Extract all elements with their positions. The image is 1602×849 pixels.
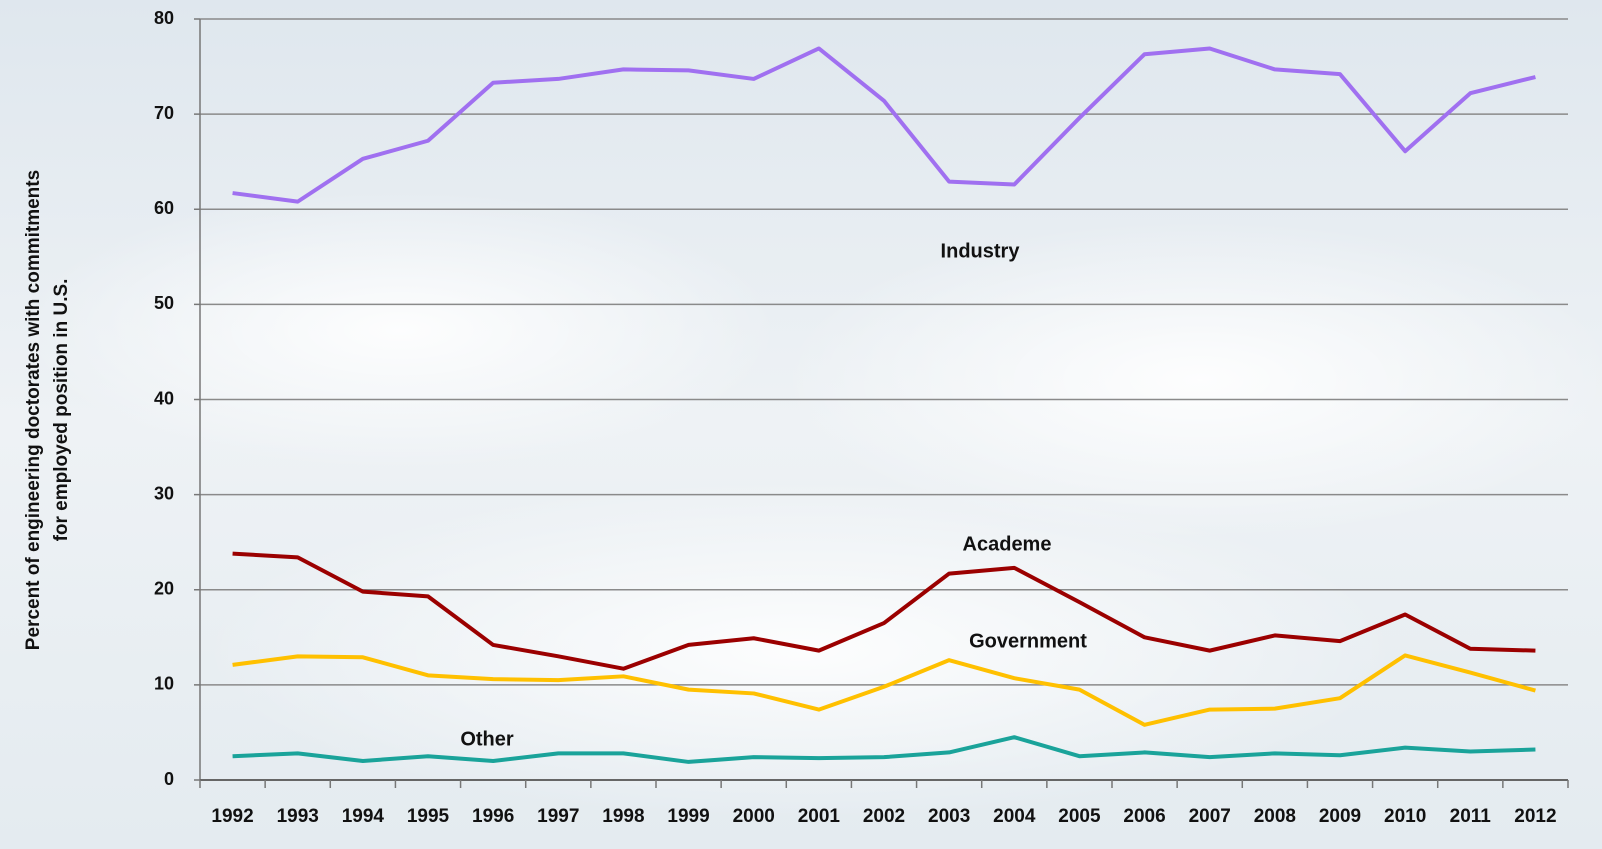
- series-label: Other: [460, 728, 514, 750]
- x-tick-label: 2007: [1189, 806, 1231, 827]
- x-tick-label: 2001: [798, 806, 841, 827]
- y-axis-label-line: Percent of engineering doctorates with c…: [23, 170, 44, 650]
- x-tick-label: 2011: [1450, 806, 1492, 827]
- series-line: [232, 653, 1536, 727]
- y-tick-label: 30: [154, 483, 174, 503]
- cloud: [20, 190, 780, 470]
- cloud: [780, 220, 1602, 540]
- x-tick-label: 2009: [1319, 806, 1361, 827]
- series-line: [232, 735, 1536, 764]
- y-tick-label: 80: [154, 8, 174, 28]
- x-tick-label: 1993: [277, 806, 319, 827]
- x-tick-label: 2000: [733, 806, 775, 827]
- series-label: Industry: [941, 240, 1021, 262]
- series-line: [232, 46, 1536, 204]
- x-tick-label: 1999: [667, 806, 709, 827]
- x-tick-label: 2002: [863, 806, 905, 827]
- y-tick-label: 10: [154, 674, 174, 694]
- x-tick-label: 2006: [1123, 806, 1165, 827]
- x-tick-label: 1992: [211, 806, 253, 827]
- x-tick-label: 1994: [342, 806, 385, 827]
- y-tick-label: 60: [154, 198, 174, 218]
- x-tick-label: 2005: [1058, 806, 1101, 827]
- series-label: Academe: [963, 533, 1052, 555]
- x-tick-label: 1998: [602, 806, 644, 827]
- y-tick-label: 40: [154, 388, 174, 408]
- y-axis-label: Percent of engineering doctorates with c…: [23, 170, 72, 650]
- y-tick-label: 70: [154, 103, 174, 123]
- x-tick-label: 1995: [407, 806, 450, 827]
- x-tick-label: 1997: [537, 806, 579, 827]
- y-tick-label: 50: [154, 293, 174, 313]
- x-tick-label: 2012: [1514, 806, 1556, 827]
- y-axis-label-line: for employed position in U.S.: [51, 279, 72, 542]
- x-tick-label: 1996: [472, 806, 514, 827]
- series-label: Government: [969, 630, 1087, 652]
- x-tick-label: 2010: [1384, 806, 1426, 827]
- series-line: [232, 551, 1536, 671]
- y-tick-label: 20: [154, 579, 174, 599]
- cloud: [200, 480, 1400, 820]
- y-tick-label: 0: [164, 769, 174, 789]
- x-tick-label: 2004: [993, 806, 1036, 827]
- x-tick-label: 2008: [1254, 806, 1296, 827]
- x-tick-label: 2003: [928, 806, 970, 827]
